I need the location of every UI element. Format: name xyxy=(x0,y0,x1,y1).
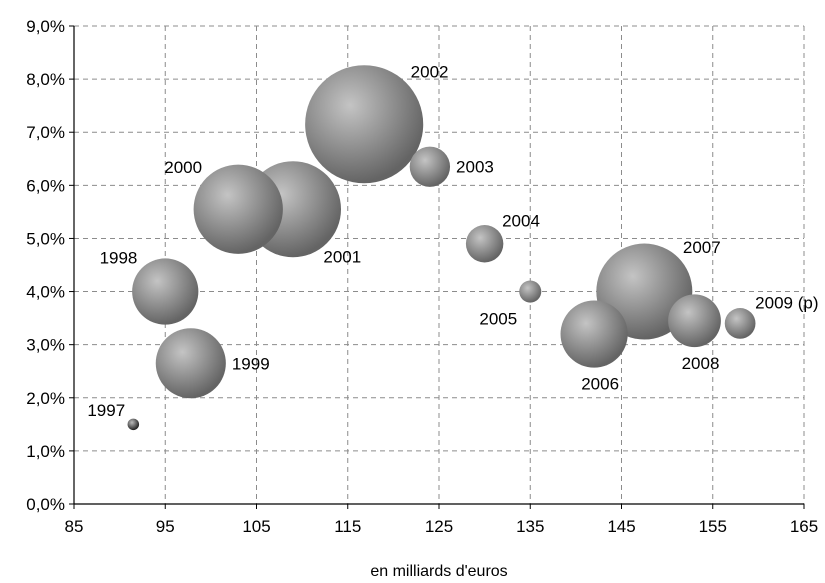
x-tick-label: 125 xyxy=(425,517,453,536)
y-tick-label: 2,0% xyxy=(26,389,65,408)
bubble-2009 xyxy=(724,308,756,339)
bubbles xyxy=(127,65,756,431)
bubble-label: 2004 xyxy=(502,211,540,230)
y-tick-label: 8,0% xyxy=(26,70,65,89)
bubble-label: 1997 xyxy=(87,401,125,420)
x-tick-label: 115 xyxy=(334,517,361,536)
bubble-label: 2006 xyxy=(581,375,619,394)
bubble-1999 xyxy=(155,328,226,399)
bubble-2000 xyxy=(193,164,283,254)
bubble-2006 xyxy=(560,300,628,368)
x-axis-title: en milliards d'euros xyxy=(370,563,507,580)
bubble-2004 xyxy=(465,225,504,263)
bubble-label: 2007 xyxy=(683,238,721,257)
y-tick-label: 7,0% xyxy=(26,123,65,142)
x-tick-label: 155 xyxy=(699,517,727,536)
bubble-1998 xyxy=(132,258,199,325)
bubble-2008 xyxy=(668,294,721,348)
bubble-label: 1998 xyxy=(100,249,138,268)
bubble-label: 1999 xyxy=(232,354,270,373)
x-axis-ticks: 85 95 105 115 125 135 145 155 165 xyxy=(65,504,818,536)
x-tick-label: 95 xyxy=(156,517,175,536)
bubble-1997 xyxy=(127,418,140,431)
bubble-labels: 1997 1998 1999 2000 2001 2002 2003 2004 2005 2006… xyxy=(87,63,818,420)
y-tick-label: 5,0% xyxy=(26,229,65,248)
y-tick-label: 4,0% xyxy=(26,283,65,302)
y-tick-label: 3,0% xyxy=(26,336,65,355)
x-tick-label: 165 xyxy=(790,517,818,536)
x-tick-label: 145 xyxy=(607,517,635,536)
y-tick-label: 9,0% xyxy=(26,17,65,36)
bubble-label: 2000 xyxy=(164,158,202,177)
x-tick-label: 105 xyxy=(242,517,270,536)
bubble-2002 xyxy=(305,65,424,184)
bubble-2005 xyxy=(519,280,542,303)
bubble-2003 xyxy=(409,146,451,187)
bubble-label: 2005 xyxy=(479,310,517,329)
bubble-label: 2003 xyxy=(456,158,494,177)
bubble-label: 2001 xyxy=(323,248,361,267)
y-tick-label: 1,0% xyxy=(26,442,65,461)
bubble-label: 2002 xyxy=(411,63,449,82)
y-tick-label: 0,0% xyxy=(26,495,65,514)
x-tick-label: 135 xyxy=(516,517,544,536)
y-axis-ticks: 0,0% 1,0% 2,0% 3,0% 4,0% 5,0% 6,0% 7,0% 8,0% 9,0% xyxy=(26,17,74,514)
bubble-label: 2008 xyxy=(682,354,720,373)
bubble-label: 2009 (p) xyxy=(755,293,818,312)
y-tick-label: 6,0% xyxy=(26,176,65,195)
x-tick-label: 85 xyxy=(65,517,84,536)
